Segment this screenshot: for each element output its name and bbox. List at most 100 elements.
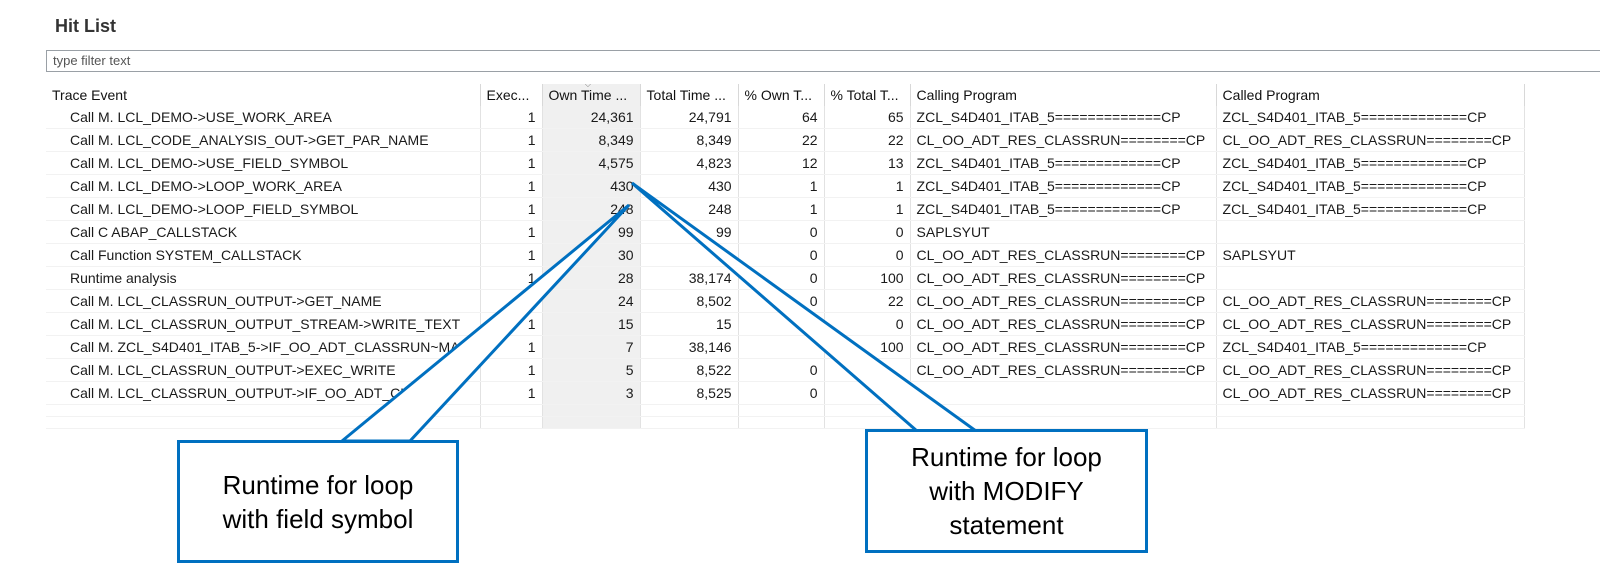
cell-pct-own-time: 1	[738, 197, 825, 221]
cell-executions: 1	[480, 151, 543, 175]
cell-own-time: 4,575	[542, 151, 641, 175]
column-header-own-time-label: Own Time ...	[548, 87, 628, 103]
table-row[interactable]: Call M. LCL_CLASSRUN_OUTPUT->IF_OO_ADT_C…	[46, 381, 1525, 405]
sort-descending-icon: ⌵	[584, 84, 592, 89]
empty-row	[46, 416, 1525, 429]
cell-own-time: 99	[542, 220, 641, 244]
cell-called-program: ZCL_S4D401_ITAB_5=============CP	[1216, 335, 1525, 359]
empty-cell	[910, 416, 1217, 429]
table-row[interactable]: Call M. LCL_CLASSRUN_OUTPUT->GET_NAME124…	[46, 289, 1525, 313]
column-header-pct-own-time[interactable]: % Own T...	[738, 84, 825, 106]
cell-pct-own-time: 0	[738, 358, 825, 382]
callout-modify-line-2: with MODIFY	[929, 476, 1084, 506]
cell-total-time: 38,146	[640, 335, 739, 359]
table-row[interactable]: Call C ABAP_CALLSTACK 1 99 99 0 0 SAPLSYUT	[46, 220, 1525, 244]
pointer-modify	[631, 181, 981, 433]
cell-calling-program: SAPLSYUT	[910, 220, 1217, 244]
cell-calling-program: ZCL_S4D401_ITAB_5=============CP	[910, 174, 1217, 198]
column-header-pct-total-time[interactable]: % Total T...	[824, 84, 911, 106]
cell-total-time: 8,522	[640, 358, 739, 382]
cell-calling-program: CL_OO_ADT_RES_CLASSRUN========CP	[910, 128, 1217, 152]
table-row[interactable]: Call M. LCL_DEMO->USE_WORK_AREA 1 24,361 24…	[46, 106, 1525, 129]
header-row: Trace Event Exec... ⌵ Own Time ... Total …	[46, 84, 1525, 106]
empty-cell	[1216, 416, 1525, 429]
cell-pct-total-time: 22	[824, 289, 911, 313]
cell-own-time: 7	[542, 335, 641, 359]
table-row[interactable]: Call M. LCL_CLASSRUN_OUTPUT_STREAM->WRIT…	[46, 312, 1525, 336]
empty-cell	[46, 404, 481, 417]
cell-trace-event: Call M. LCL_CLASSRUN_OUTPUT_STREAM->WRIT…	[46, 312, 481, 336]
hit-list-title: Hit List	[55, 16, 116, 36]
cell-total-time: 8,349	[640, 128, 739, 152]
column-header-trace-event[interactable]: Trace Event	[46, 84, 481, 106]
empty-row	[46, 404, 1525, 417]
cell-called-program: CL_OO_ADT_RES_CLASSRUN========CP	[1216, 381, 1525, 405]
column-header-called-program[interactable]: Called Program	[1216, 84, 1525, 106]
cell-calling-program: CL_OO_ADT_RES_CLASSRUN========CP	[910, 266, 1217, 290]
cell-trace-event: Runtime analysis	[46, 266, 481, 290]
cell-calling-program	[910, 381, 1217, 405]
pointer-field-symbol	[337, 203, 631, 443]
cell-pct-total-time: 13	[824, 151, 911, 175]
cell-own-time: 5	[542, 358, 641, 382]
cell-executions: 1	[480, 381, 543, 405]
filter-box[interactable]	[46, 50, 1600, 72]
empty-cell	[738, 404, 825, 417]
table-row[interactable]: Call M. LCL_CLASSRUN_OUTPUT->EXEC_WRITE 1…	[46, 358, 1525, 382]
cell-calling-program: CL_OO_ADT_RES_CLASSRUN========CP	[910, 312, 1217, 336]
cell-calling-program: ZCL_S4D401_ITAB_5=============CP	[910, 197, 1217, 221]
table-row[interactable]: Call M. LCL_DEMO->LOOP_FIELD_SYMBOL12482…	[46, 197, 1525, 221]
cell-total-time: 430	[640, 174, 739, 198]
cell-calling-program: CL_OO_ADT_RES_CLASSRUN========CP	[910, 289, 1217, 313]
table-row[interactable]: Call M. ZCL_S4D401_ITAB_5->IF_OO_ADT_CLA…	[46, 335, 1525, 359]
cell-trace-event: Call C ABAP_CALLSTACK	[46, 220, 481, 244]
empty-cell	[910, 404, 1217, 417]
empty-cell	[542, 416, 641, 429]
callout-field-symbol: Runtime for loop with field symbol	[177, 440, 459, 563]
table-row[interactable]: Call M. LCL_CODE_ANALYSIS_OUT->GET_PAR_N…	[46, 128, 1525, 152]
cell-called-program	[1216, 266, 1525, 290]
empty-cell	[640, 404, 739, 417]
callout-modify-line-3: statement	[949, 510, 1064, 540]
cell-executions: 1	[480, 358, 543, 382]
cell-pct-total-time: 0	[824, 220, 911, 244]
cell-total-time: 38,174	[640, 266, 739, 290]
cell-pct-total-time: 1	[824, 174, 911, 198]
callout-modify-line-1: Runtime for loop	[911, 442, 1102, 472]
hit-list-table: Trace Event Exec... ⌵ Own Time ... Total …	[46, 84, 1525, 429]
table-row[interactable]: Call M. LCL_DEMO->LOOP_WORK_AREA 1 430 430 1…	[46, 174, 1525, 198]
cell-total-time: 24,791	[640, 106, 739, 129]
cell-called-program: ZCL_S4D401_ITAB_5=============CP	[1216, 174, 1525, 198]
cell-called-program: ZCL_S4D401_ITAB_5=============CP	[1216, 197, 1525, 221]
cell-calling-program: ZCL_S4D401_ITAB_5=============CP	[910, 151, 1217, 175]
cell-called-program: CL_OO_ADT_RES_CLASSRUN========CP	[1216, 128, 1525, 152]
cell-pct-total-time: 65	[824, 106, 911, 129]
empty-cell	[738, 416, 825, 429]
cell-own-time: 24	[542, 289, 641, 313]
cell-pct-own-time: 1	[738, 174, 825, 198]
cell-pct-total-time: 100	[824, 266, 911, 290]
column-header-calling-program[interactable]: Calling Program	[910, 84, 1217, 106]
cell-executions: 1	[480, 106, 543, 129]
empty-cell	[480, 416, 543, 429]
filter-input[interactable]	[53, 53, 953, 68]
cell-own-time: 3	[542, 381, 641, 405]
callout-field-symbol-line-1: Runtime for loop	[222, 469, 414, 500]
cell-total-time: 15	[640, 312, 739, 336]
cell-called-program: SAPLSYUT	[1216, 243, 1525, 267]
column-header-executions[interactable]: Exec...	[480, 84, 543, 106]
cell-calling-program: CL_OO_ADT_RES_CLASSRUN========CP	[910, 358, 1217, 382]
cell-calling-program: CL_OO_ADT_RES_CLASSRUN========CP	[910, 335, 1217, 359]
cell-trace-event: Call M. LCL_CLASSRUN_OUTPUT->GET_NAME	[46, 289, 481, 313]
cell-pct-own-time: 64	[738, 106, 825, 129]
table-row[interactable]: Call M. LCL_DEMO->USE_FIELD_SYMBOL 1 4,575…	[46, 151, 1525, 175]
cell-pct-own-time: 12	[738, 151, 825, 175]
cell-calling-program: CL_OO_ADT_RES_CLASSRUN========CP	[910, 243, 1217, 267]
table-row[interactable]: Call Function SYSTEM_CALLSTACK 1 30 0 0 CL_OO…	[46, 243, 1525, 267]
column-header-total-time[interactable]: Total Time ...	[640, 84, 739, 106]
column-header-own-time[interactable]: ⌵ Own Time ...	[542, 84, 641, 106]
table-row[interactable]: Runtime analysis 1 28 38,174 0 100 CL_OO_ADT_R…	[46, 266, 1525, 290]
cell-pct-total-time: 1	[824, 197, 911, 221]
cell-total-time: 248	[640, 197, 739, 221]
cell-pct-own-time: 0	[738, 381, 825, 405]
